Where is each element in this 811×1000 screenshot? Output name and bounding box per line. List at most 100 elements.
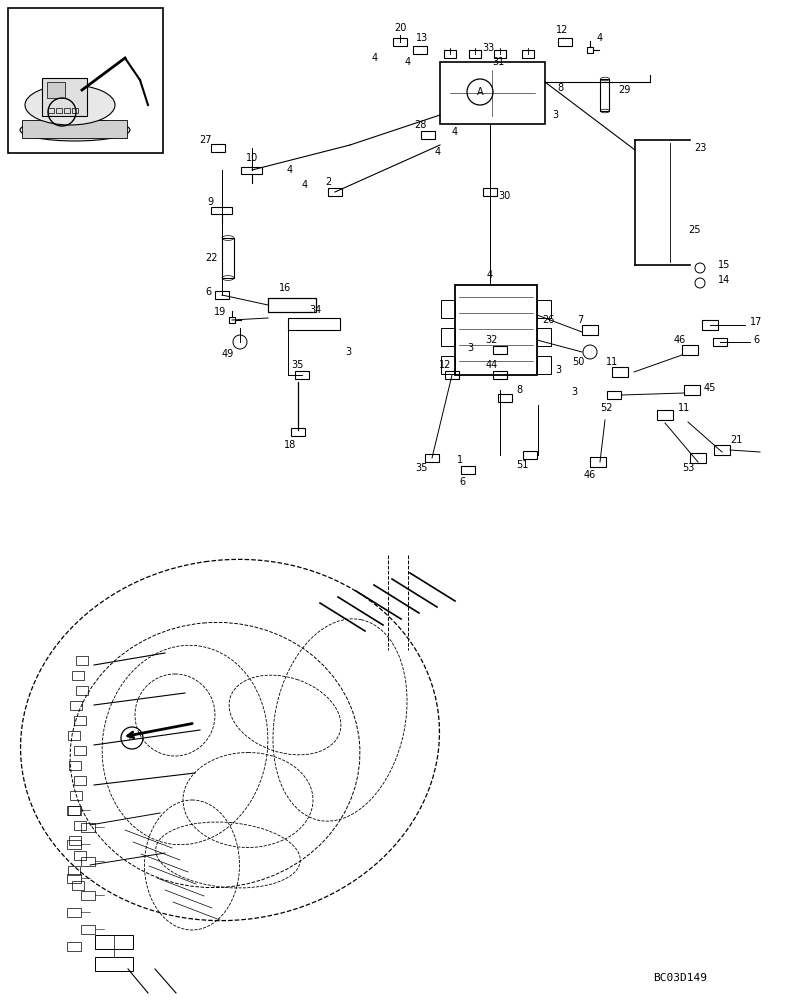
Bar [557,38,571,46]
Text: A: A [129,734,135,742]
Text: 46: 46 [673,335,685,345]
Ellipse shape [25,85,115,125]
Text: BC03D149: BC03D149 [652,973,706,983]
Text: 9: 9 [207,197,212,207]
Text: 4: 4 [405,57,410,67]
Text: 3: 3 [466,343,473,353]
Text: 16: 16 [278,283,291,293]
Bar [67,806,81,815]
Bar [493,50,505,58]
Text: 32: 32 [485,335,498,345]
Text: 4: 4 [286,165,293,175]
Text: 27: 27 [200,135,212,145]
Bar [536,328,551,346]
Bar [600,79,609,111]
Bar [581,325,597,335]
Bar [68,806,80,815]
Bar [70,791,82,800]
Bar [72,671,84,680]
Bar [81,891,95,900]
Bar [440,300,454,318]
Bar [229,317,234,323]
Bar [74,746,86,755]
Bar [42,78,87,116]
Text: 29: 29 [617,85,629,95]
Bar [67,874,81,883]
Text: 13: 13 [415,33,427,43]
Text: 52: 52 [599,403,611,413]
Text: 28: 28 [414,120,426,130]
Text: 11: 11 [605,357,617,367]
Bar [294,371,309,379]
Text: 21: 21 [729,435,741,445]
Bar [536,300,551,318]
Text: 26: 26 [541,315,553,325]
Bar [74,821,86,830]
Bar [656,410,672,420]
Bar [413,46,427,54]
Bar [74,776,86,785]
Bar [424,454,439,462]
Text: 50: 50 [571,357,583,367]
Text: 3: 3 [551,110,557,120]
Bar [681,345,697,355]
Bar [76,686,88,695]
Text: 3: 3 [570,387,577,397]
Text: 10: 10 [246,153,258,163]
Text: 34: 34 [308,305,320,315]
Bar [469,50,480,58]
Bar [290,428,305,436]
Bar [72,881,84,890]
Bar [440,356,454,374]
Bar [440,62,544,124]
Bar [590,457,605,467]
Bar [497,394,512,402]
Bar [607,391,620,399]
Bar [81,925,95,934]
Bar [521,50,534,58]
Bar [483,188,496,196]
Text: 4: 4 [302,180,307,190]
Text: 4: 4 [487,270,492,280]
Text: 2: 2 [324,177,331,187]
Bar [689,453,705,463]
Bar [420,131,435,139]
Text: 22: 22 [205,253,218,263]
Bar [67,840,81,849]
Bar [47,82,65,98]
Bar [683,385,699,395]
Bar [74,716,86,725]
Bar [611,367,627,377]
Text: 12: 12 [438,360,451,370]
Bar [76,656,88,665]
Text: 15: 15 [717,260,729,270]
Ellipse shape [20,119,130,141]
Text: A: A [476,87,483,97]
Bar [444,50,456,58]
Text: 35: 35 [415,463,427,473]
Bar [56,108,62,113]
Text: 46: 46 [583,470,595,480]
Text: 6: 6 [458,477,465,487]
Bar [454,285,536,375]
Bar [444,371,458,379]
Text: 19: 19 [213,307,225,317]
Text: 23: 23 [693,143,706,153]
Text: 53: 53 [681,463,693,473]
Text: 18: 18 [284,440,296,450]
Bar [70,701,82,710]
Bar [440,328,454,346]
Bar [328,188,341,196]
Text: 33: 33 [481,43,494,53]
Bar [67,942,81,951]
Bar [68,731,80,740]
Bar [68,866,80,875]
Bar [268,298,315,312]
Text: 4: 4 [435,147,440,157]
Text: 8: 8 [515,385,521,395]
Bar [536,356,551,374]
Text: 3: 3 [554,365,560,375]
Text: 8: 8 [556,83,562,93]
Bar [95,935,133,949]
Text: 11: 11 [677,403,689,413]
